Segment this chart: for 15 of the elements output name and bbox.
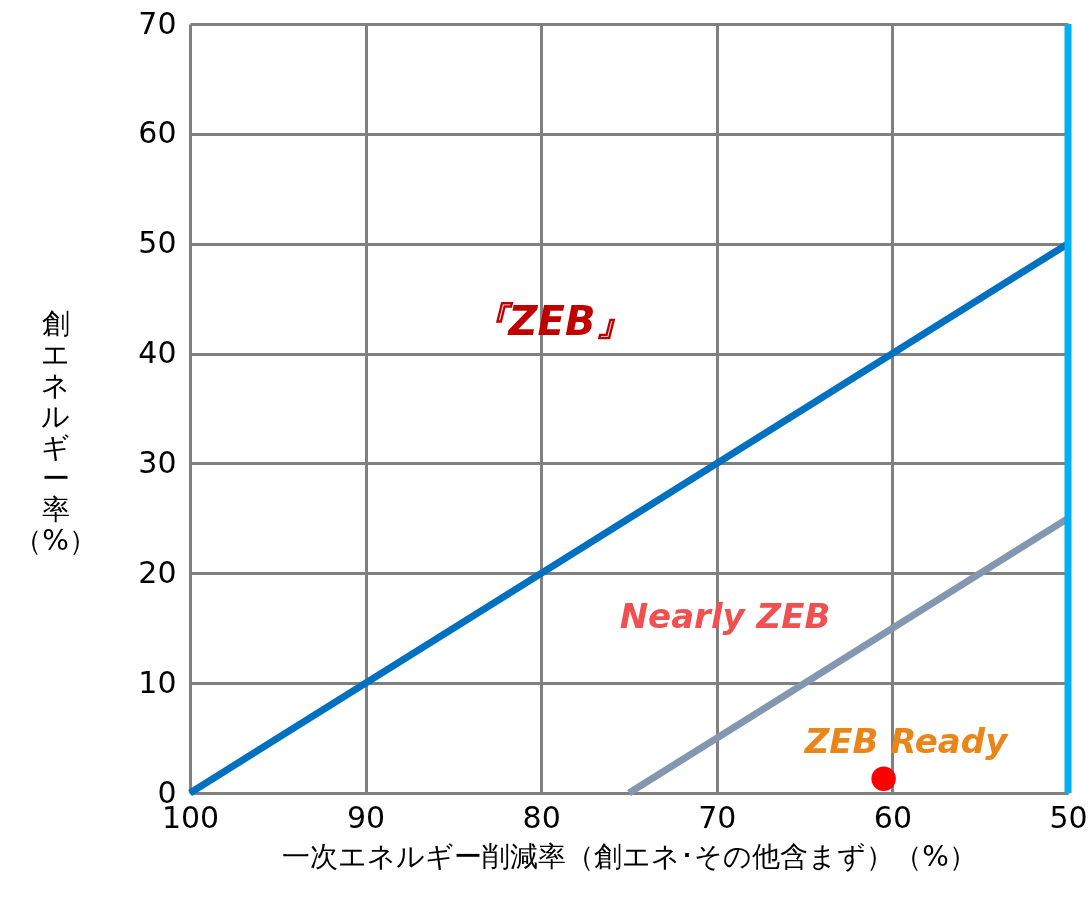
y-tick-label: 70	[138, 5, 177, 41]
x-axis-title: 一次エネルギー削減率（創エネ･その他含まず）（%）	[282, 839, 977, 873]
x-tick-label: 70	[698, 799, 737, 835]
y-tick-label: 50	[138, 225, 177, 261]
y-axis-title: 創エネルギー率（%）	[14, 306, 97, 557]
x-tick-label: 60	[873, 799, 912, 835]
x-tick-label: 50	[1049, 799, 1088, 835]
y-tick-label: 20	[138, 554, 177, 590]
y-tick-label: 40	[138, 335, 177, 371]
annotation: 『ZEB』	[468, 298, 636, 344]
x-tick-label: 90	[347, 799, 386, 835]
y-tick-label: 10	[138, 664, 177, 700]
y-tick-label: 30	[138, 444, 177, 480]
x-tick-label: 80	[522, 799, 561, 835]
y-tick-label: 60	[138, 115, 177, 151]
